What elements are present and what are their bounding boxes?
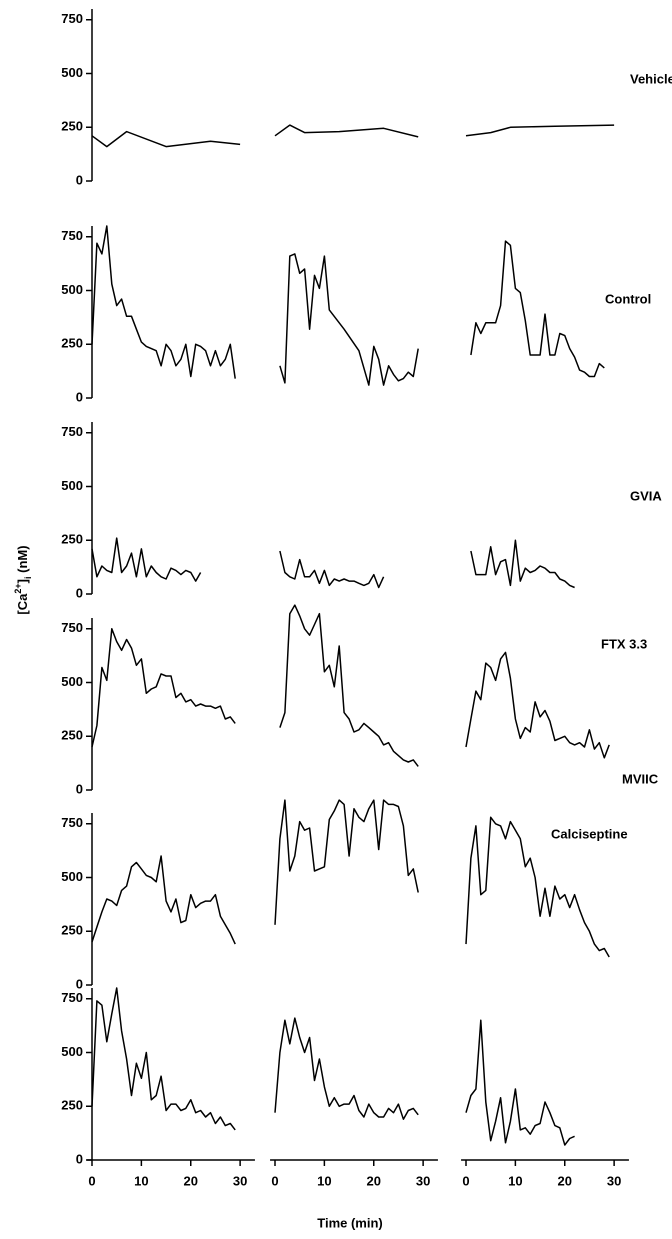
y-tick-label: 500 xyxy=(61,282,83,297)
x-tick-label: 10 xyxy=(317,1173,331,1188)
trace-line xyxy=(274,124,419,138)
trace-line xyxy=(91,628,236,748)
x-tick-label: 30 xyxy=(416,1173,430,1188)
trace-line xyxy=(91,225,236,379)
y-label-part: i xyxy=(23,576,33,579)
y-tick-label: 0 xyxy=(76,781,83,796)
y-tick-label: 750 xyxy=(61,11,83,26)
x-tick-label: 0 xyxy=(462,1173,469,1188)
x-axis-label: Time (min) xyxy=(317,1215,383,1230)
y-tick-label: 0 xyxy=(76,976,83,991)
x-tick-label: 10 xyxy=(134,1173,148,1188)
y-label-part: [Ca xyxy=(15,593,30,615)
y-tick-label: 500 xyxy=(61,869,83,884)
trace-line xyxy=(279,253,419,386)
y-tick-label: 0 xyxy=(76,172,83,187)
y-tick-label: 750 xyxy=(61,424,83,439)
y-tick-label: 250 xyxy=(61,336,83,351)
panel-label: FTX 3.3 xyxy=(601,636,647,651)
x-tick-label: 0 xyxy=(271,1173,278,1188)
y-label-part: ] xyxy=(15,579,30,583)
x-tick-label: 20 xyxy=(367,1173,381,1188)
trace-line xyxy=(274,799,419,925)
trace-line xyxy=(465,816,610,958)
trace-line xyxy=(279,550,385,589)
y-tick-label: 750 xyxy=(61,228,83,243)
trace-line xyxy=(274,1017,419,1120)
y-tick-label: 750 xyxy=(61,990,83,1005)
panel-label: Control xyxy=(605,291,651,306)
x-tick-label: 30 xyxy=(233,1173,247,1188)
x-tick-label: 20 xyxy=(184,1173,198,1188)
trace-line xyxy=(91,130,241,148)
trace-line xyxy=(470,240,605,378)
trace-line xyxy=(279,604,419,767)
panel-label: GVIA xyxy=(630,488,662,503)
x-tick-label: 20 xyxy=(558,1173,572,1188)
x-tick-label: 10 xyxy=(508,1173,522,1188)
panel-label: Calciseptine xyxy=(551,826,628,841)
trace-line xyxy=(465,124,615,137)
y-tick-label: 500 xyxy=(61,1044,83,1059)
y-label-part: (nM) xyxy=(15,545,30,576)
x-tick-label: 0 xyxy=(88,1173,95,1188)
y-tick-label: 750 xyxy=(61,620,83,635)
trace-line xyxy=(465,651,610,759)
y-tick-label: 250 xyxy=(61,119,83,134)
y-tick-label: 250 xyxy=(61,923,83,938)
trace-line xyxy=(91,987,236,1131)
y-tick-label: 0 xyxy=(76,1151,83,1166)
trace-line xyxy=(91,537,202,582)
y-tick-label: 750 xyxy=(61,815,83,830)
y-label-part: 2+ xyxy=(13,583,23,593)
trace-line xyxy=(470,539,575,589)
panel-label: MVIIC xyxy=(622,771,659,786)
trace-line xyxy=(91,855,236,945)
y-tick-label: 500 xyxy=(61,478,83,493)
y-tick-label: 250 xyxy=(61,728,83,743)
x-tick-label: 30 xyxy=(607,1173,621,1188)
y-tick-label: 0 xyxy=(76,585,83,600)
panel-label: Vehicle xyxy=(630,71,672,86)
y-tick-label: 250 xyxy=(61,532,83,547)
y-tick-label: 0 xyxy=(76,389,83,404)
y-axis-label: [Ca2+]i (nM) xyxy=(13,545,33,614)
trace-line xyxy=(465,1019,575,1146)
y-tick-label: 500 xyxy=(61,674,83,689)
y-tick-label: 250 xyxy=(61,1098,83,1113)
y-tick-label: 500 xyxy=(61,65,83,80)
